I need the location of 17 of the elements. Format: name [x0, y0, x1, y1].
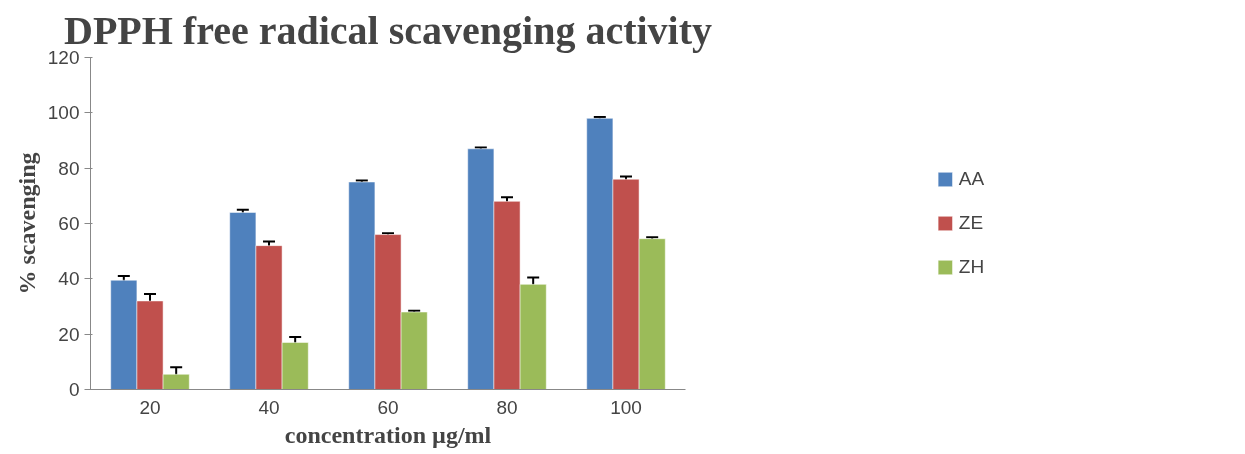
y-tick-label: 80 [58, 157, 80, 179]
x-tick-label: 20 [139, 396, 161, 418]
y-tick-label: 0 [68, 379, 80, 400]
y-tick-label: 120 [47, 47, 80, 68]
x-tick-label: 100 [610, 396, 642, 418]
x-axis-title: concentration µg/ml [284, 421, 492, 448]
legend-label: AA [958, 168, 985, 190]
y-axis-title: % scavenging [13, 152, 40, 295]
y-tick-label: 20 [58, 323, 80, 345]
x-tick-label: 60 [377, 396, 399, 418]
legend-label: ZE [958, 212, 984, 234]
x-tick-label: 40 [258, 396, 280, 418]
x-tick-label: 80 [496, 396, 518, 418]
legend-label: ZH [958, 256, 985, 278]
y-tick-label: 40 [58, 268, 80, 290]
y-tick-label: 100 [47, 102, 80, 124]
y-tick-label: 60 [58, 213, 80, 234]
